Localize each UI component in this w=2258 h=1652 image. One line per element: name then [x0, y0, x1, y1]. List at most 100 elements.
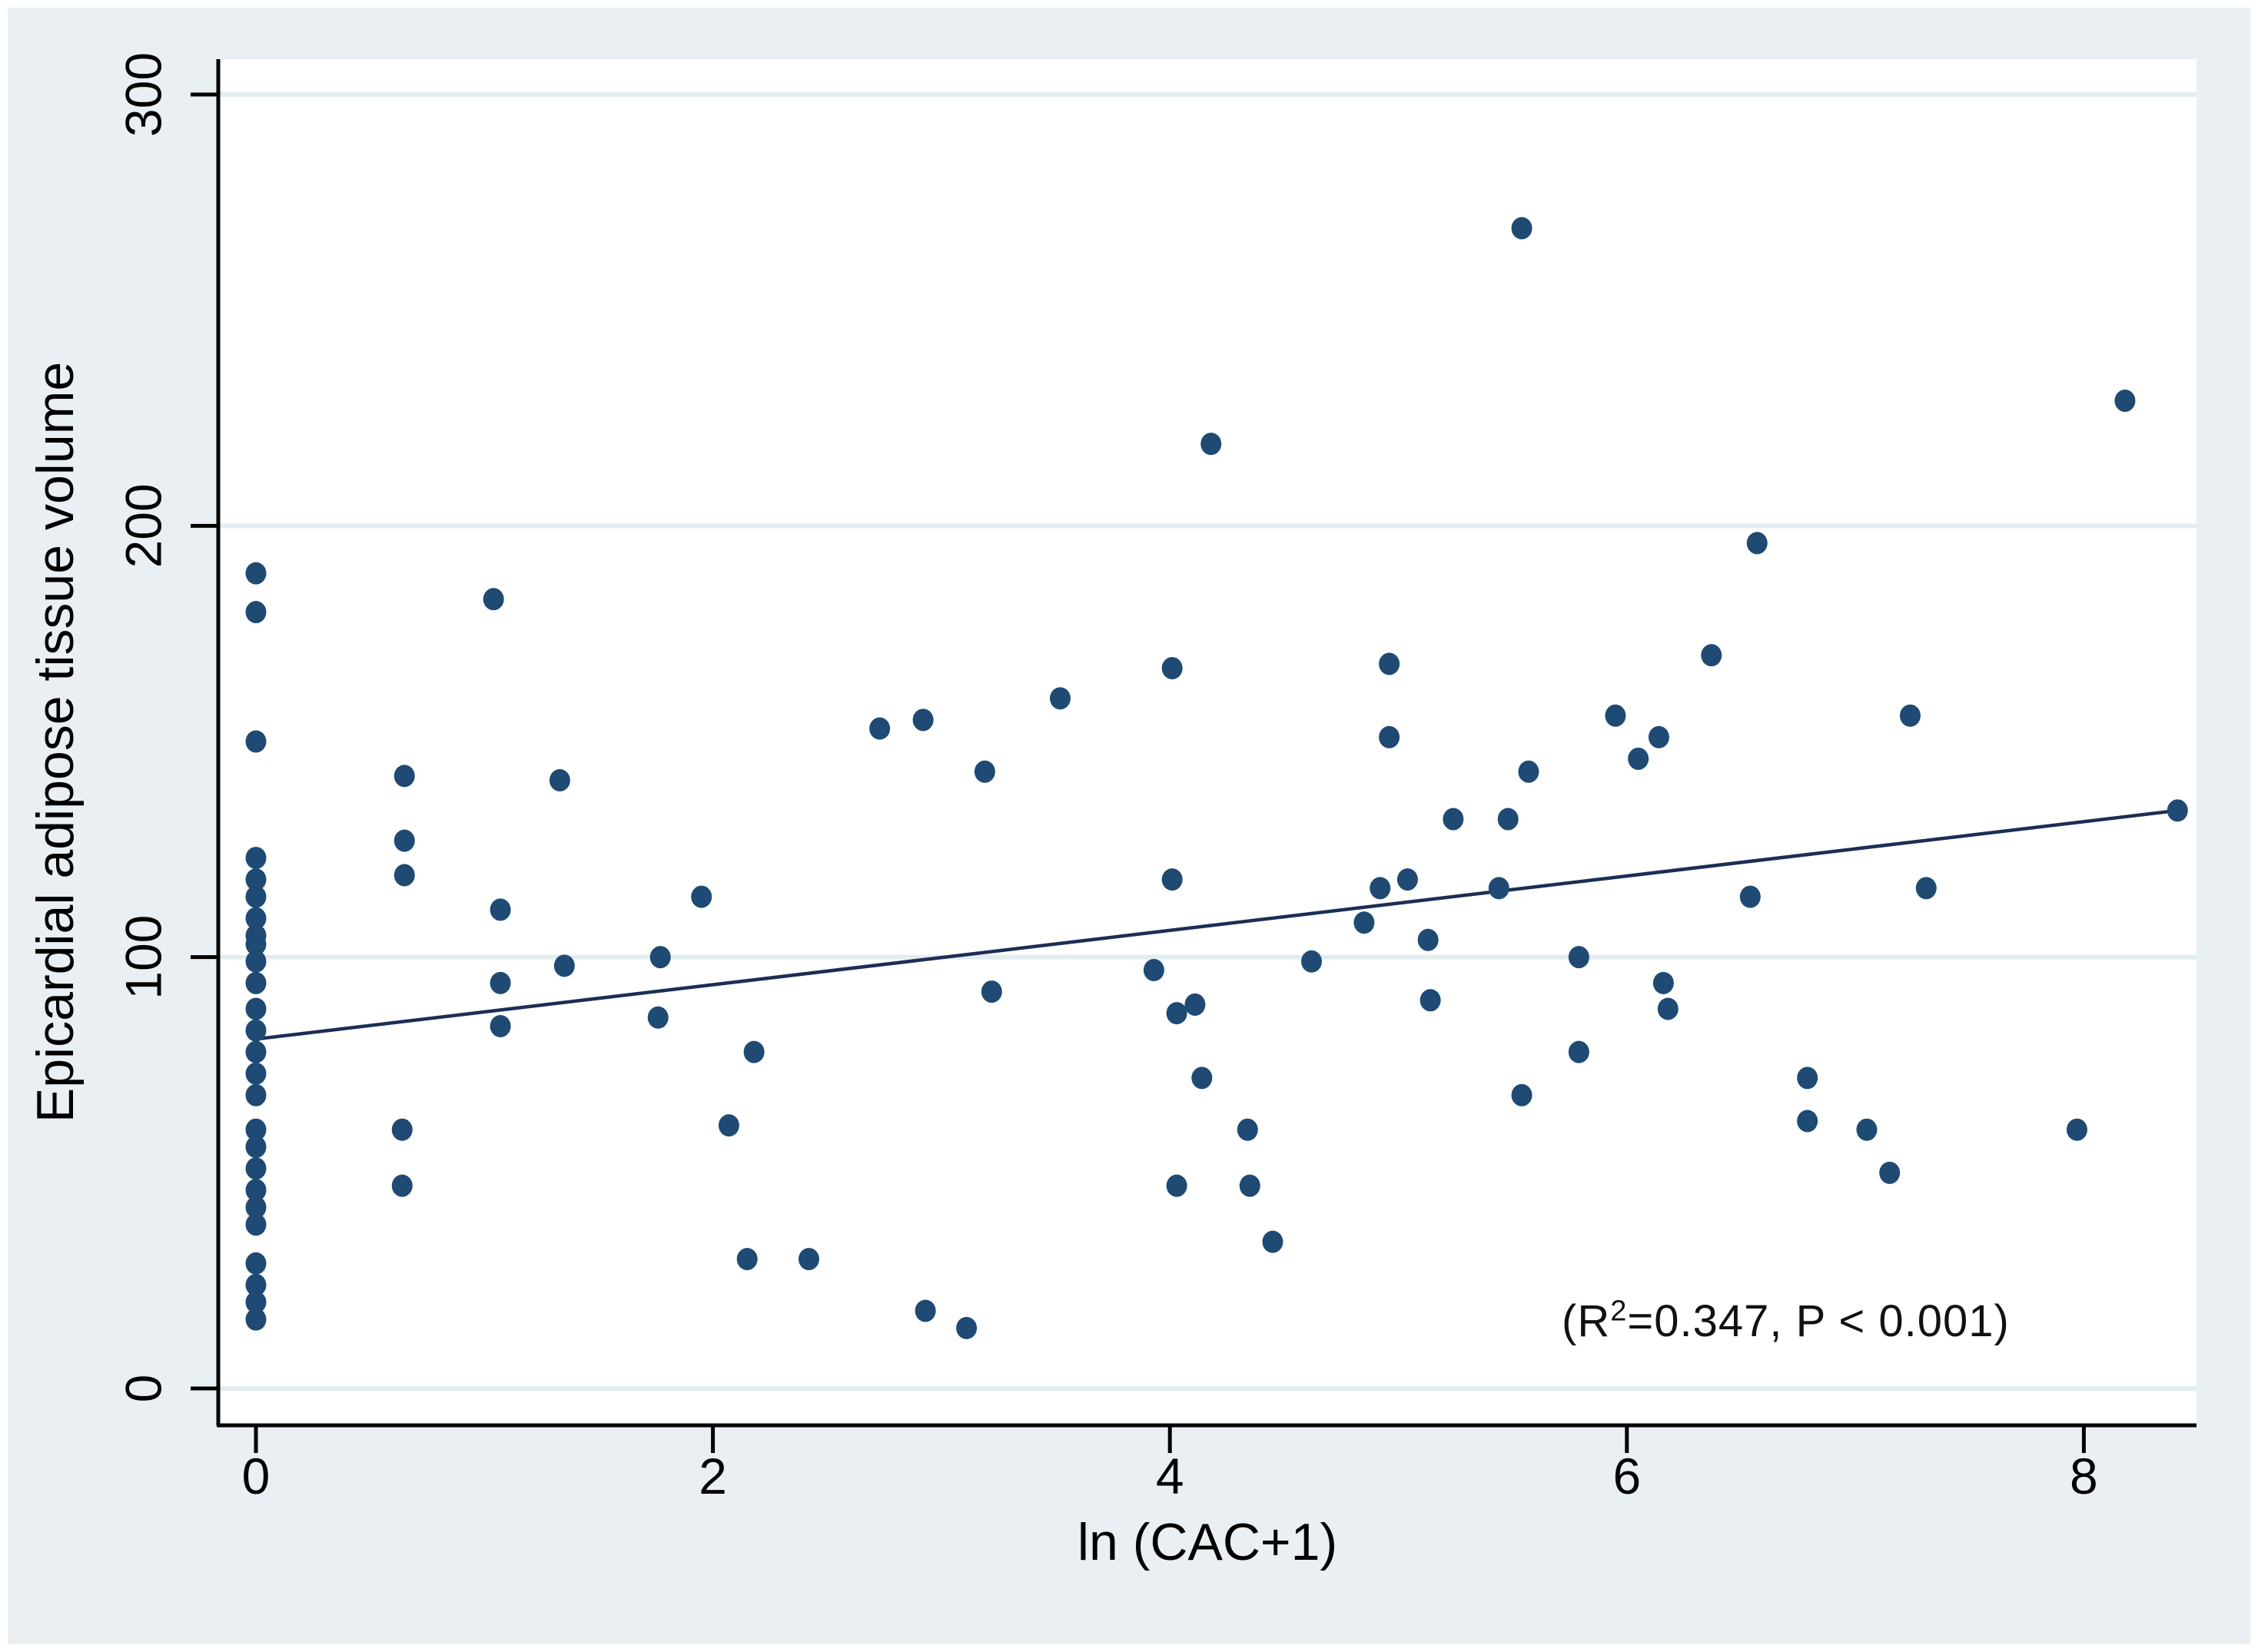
data-point [1370, 877, 1391, 900]
data-point [1379, 652, 1400, 675]
data-point [912, 708, 934, 731]
data-point [1628, 747, 1649, 770]
data-point [490, 971, 511, 994]
data-point [915, 1299, 936, 1322]
data-point [1417, 928, 1439, 951]
data-point [393, 864, 415, 887]
data-point [647, 1006, 669, 1029]
data-point [245, 971, 267, 994]
data-point [649, 946, 671, 969]
data-point [1200, 433, 1222, 456]
data-point [490, 1014, 511, 1037]
data-point [1239, 1174, 1260, 1197]
data-point [245, 1083, 267, 1106]
data-point [1166, 1174, 1187, 1197]
data-point [245, 1179, 267, 1202]
y-tick-label-300: 300 [115, 52, 171, 137]
data-point [1184, 993, 1206, 1016]
data-point [245, 1136, 267, 1159]
data-point [1049, 687, 1071, 710]
data-point [2114, 390, 2136, 413]
data-point [393, 829, 415, 852]
data-point [2167, 799, 2188, 822]
x-tick-label-6: 6 [1612, 1448, 1641, 1504]
data-point [956, 1316, 978, 1339]
data-point [483, 588, 504, 611]
x-tick-label-8: 8 [2070, 1448, 2098, 1504]
data-point [1657, 997, 1679, 1020]
data-point [1746, 532, 1768, 555]
data-point [2066, 1118, 2087, 1141]
data-point [1301, 950, 1323, 973]
y-tick-label-0: 0 [115, 1375, 171, 1403]
data-point [1161, 868, 1183, 891]
data-point [391, 1174, 413, 1197]
data-point [798, 1248, 819, 1271]
data-point [490, 898, 511, 921]
data-point [1879, 1161, 1901, 1184]
data-point [1488, 877, 1509, 900]
plot-area [218, 59, 2197, 1425]
data-point [743, 1040, 765, 1063]
data-point [1262, 1230, 1283, 1253]
data-point [1652, 971, 1674, 994]
data-point [245, 1118, 267, 1141]
y-axis-title: Epicardial adipose tissue volume [26, 362, 85, 1123]
data-point [981, 980, 1002, 1003]
data-point [1899, 704, 1921, 727]
data-point [245, 885, 267, 908]
data-point [245, 1040, 267, 1063]
data-point [245, 1252, 267, 1275]
data-point [245, 933, 267, 956]
data-point [245, 1273, 267, 1296]
y-tick-label-100: 100 [115, 915, 171, 1000]
data-point [553, 954, 575, 977]
data-point [391, 1118, 413, 1141]
data-point [245, 1157, 267, 1180]
stats-annotation-prefix: (R [1562, 1296, 1611, 1346]
data-point [549, 769, 570, 792]
data-point [1353, 911, 1375, 934]
data-point [245, 847, 267, 870]
data-point [1648, 725, 1669, 748]
data-point [1739, 885, 1761, 908]
data-point [1797, 1110, 1818, 1133]
stats-annotation-suffix: =0.347, P < 0.001) [1627, 1296, 2010, 1346]
data-point [1511, 217, 1532, 240]
data-point [974, 760, 995, 783]
data-point [1497, 808, 1519, 831]
data-point [1701, 644, 1722, 667]
data-point [245, 1019, 267, 1042]
data-point [245, 1291, 267, 1314]
data-point [1568, 1040, 1589, 1063]
data-point [691, 885, 712, 908]
data-point [718, 1114, 739, 1137]
data-point [245, 1213, 267, 1236]
data-point [393, 765, 415, 788]
data-point [245, 1062, 267, 1085]
data-point [1396, 868, 1418, 891]
data-point [1161, 657, 1183, 680]
data-point [1420, 989, 1441, 1012]
data-point [1443, 808, 1464, 831]
data-point [1568, 946, 1589, 969]
data-point [245, 1196, 267, 1219]
data-point [245, 1308, 267, 1331]
stats-annotation: (R2=0.347, P < 0.001) [1562, 1295, 2010, 1347]
data-point [1143, 959, 1164, 982]
data-point [1166, 1002, 1187, 1025]
data-point [245, 997, 267, 1020]
x-tick-label-2: 2 [699, 1448, 727, 1504]
data-point [1237, 1118, 1258, 1141]
data-point [245, 907, 267, 930]
data-point [869, 717, 891, 740]
data-point [1915, 877, 1937, 900]
data-point [1856, 1118, 1878, 1141]
data-point [1511, 1083, 1532, 1106]
data-point [245, 601, 267, 624]
x-tick-label-0: 0 [242, 1448, 271, 1504]
data-point [245, 730, 267, 753]
x-axis-title: ln (CAC+1) [1078, 1513, 1337, 1571]
